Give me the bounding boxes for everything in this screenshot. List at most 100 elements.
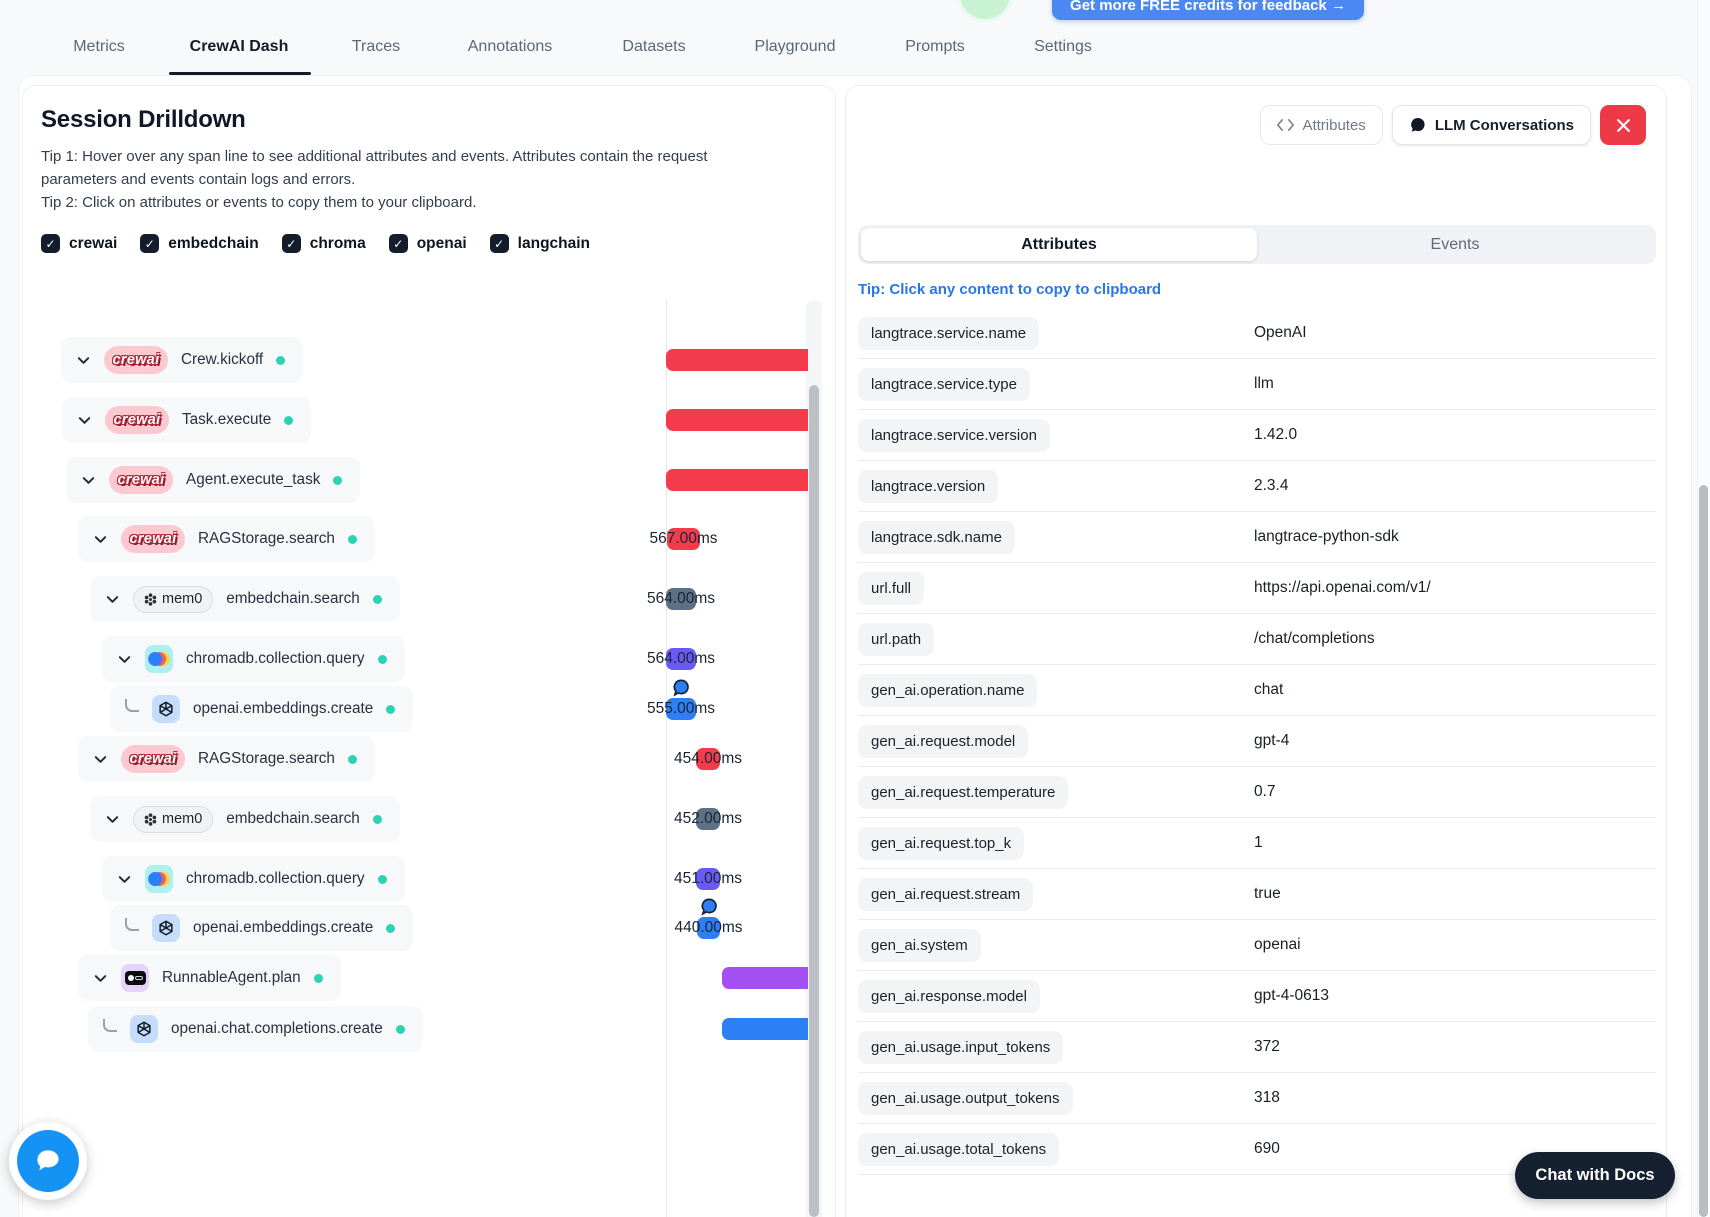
span-row-chromadb-collection-query[interactable]: chromadb.collection.query <box>102 856 405 902</box>
span-row-ragstorage-search[interactable]: crewai RAGStorage.search <box>78 736 375 782</box>
nav-item-playground[interactable]: Playground <box>754 38 836 55</box>
attribute-value[interactable]: langtrace-python-sdk <box>1254 528 1399 545</box>
duration-bar[interactable] <box>722 967 808 989</box>
chevron-down-icon[interactable] <box>117 872 132 887</box>
filter-checkbox-langchain[interactable]: ✓ langchain <box>489 234 590 253</box>
filter-checkbox-embedchain[interactable]: ✓ embedchain <box>140 234 259 253</box>
duration-bar[interactable] <box>696 868 720 890</box>
attribute-value[interactable]: gpt-4-0613 <box>1254 987 1329 1004</box>
attributes-view-button[interactable]: Attributes <box>1260 105 1383 145</box>
attribute-value[interactable]: 1.42.0 <box>1254 426 1298 443</box>
span-row-embedchain-search[interactable]: mem0 embedchain.search <box>90 796 400 842</box>
chevron-down-icon[interactable] <box>93 532 108 547</box>
nav-item-traces[interactable]: Traces <box>351 38 401 55</box>
span-row-ragstorage-search[interactable]: crewai RAGStorage.search <box>78 516 375 562</box>
duration-bar[interactable] <box>666 698 696 720</box>
attribute-value[interactable]: https://api.openai.com/v1/ <box>1254 579 1431 596</box>
tree-scrollbar-thumb[interactable] <box>809 385 819 1217</box>
langchain-parrot-icon <box>124 971 146 985</box>
attribute-value[interactable]: 372 <box>1254 1038 1280 1055</box>
attribute-value[interactable]: /chat/completions <box>1254 630 1375 647</box>
duration-bar[interactable] <box>666 648 696 670</box>
attribute-key[interactable]: gen_ai.usage.total_tokens <box>858 1132 1060 1166</box>
attribute-value[interactable]: chat <box>1254 681 1284 698</box>
attribute-value[interactable]: llm <box>1254 375 1274 392</box>
attribute-key[interactable]: url.path <box>858 622 935 656</box>
tab-attributes[interactable]: Attributes <box>861 228 1257 261</box>
duration-bar[interactable] <box>666 588 696 610</box>
span-row-agent-execute-task[interactable]: crewai Agent.execute_task <box>66 457 361 503</box>
chevron-down-icon[interactable] <box>76 353 91 368</box>
filter-checkbox-openai[interactable]: ✓ openai <box>388 234 467 253</box>
filter-checkbox-crewai[interactable]: ✓ crewai <box>41 234 117 253</box>
chat-widget-launcher[interactable] <box>9 1122 87 1200</box>
attribute-key[interactable]: gen_ai.request.model <box>858 724 1029 758</box>
nav-item-metrics[interactable]: Metrics <box>73 38 125 55</box>
chevron-down-icon[interactable] <box>93 752 108 767</box>
duration-bar[interactable] <box>666 349 808 371</box>
duration-bar[interactable] <box>696 748 720 770</box>
nav-item-annotations[interactable]: Annotations <box>467 38 553 55</box>
llm-conversations-button[interactable]: LLM Conversations <box>1391 105 1591 145</box>
span-row-openai-embeddings-create[interactable]: openai.embeddings.create <box>110 905 414 951</box>
chat-with-docs-button[interactable]: Chat with Docs <box>1515 1152 1675 1199</box>
attribute-row: url.path/chat/completions <box>858 614 1656 665</box>
nav-item-crewai-dash[interactable]: CrewAI Dash <box>189 38 289 55</box>
attribute-value[interactable]: true <box>1254 885 1281 902</box>
chevron-down-icon[interactable] <box>81 473 96 488</box>
attribute-value[interactable]: 318 <box>1254 1089 1280 1106</box>
attribute-value[interactable]: OpenAI <box>1254 324 1307 341</box>
page-scrollbar-thumb[interactable] <box>1699 485 1708 1217</box>
duration-bar[interactable] <box>697 917 720 939</box>
span-row-runnableagent-plan[interactable]: RunnableAgent.plan <box>78 955 341 1001</box>
attribute-value[interactable]: 690 <box>1254 1140 1280 1157</box>
attribute-key[interactable]: gen_ai.request.temperature <box>858 775 1069 809</box>
chevron-down-icon[interactable] <box>105 812 120 827</box>
attribute-key[interactable]: langtrace.service.version <box>858 418 1050 452</box>
attribute-value[interactable]: 1 <box>1254 834 1263 851</box>
free-credits-button[interactable]: Get more FREE credits for feedback → <box>1052 0 1364 20</box>
attribute-key[interactable]: langtrace.service.name <box>858 316 1040 350</box>
filter-checkbox-chroma[interactable]: ✓ chroma <box>281 234 366 253</box>
attribute-key[interactable]: gen_ai.system <box>858 928 981 962</box>
copy-tip[interactable]: Tip: Click any content to copy to clipbo… <box>858 281 1162 298</box>
duration-bar[interactable] <box>722 1018 808 1040</box>
nav-item-datasets[interactable]: Datasets <box>622 38 686 55</box>
attribute-key[interactable]: langtrace.sdk.name <box>858 520 1015 554</box>
attribute-key[interactable]: langtrace.service.type <box>858 367 1030 401</box>
close-button[interactable] <box>1600 105 1646 145</box>
span-row-crew-kickoff[interactable]: crewai Crew.kickoff <box>61 337 304 383</box>
chevron-down-icon[interactable] <box>117 652 132 667</box>
attribute-key[interactable]: gen_ai.request.stream <box>858 877 1034 911</box>
chevron-down-icon[interactable] <box>105 592 120 607</box>
span-row-task-execute[interactable]: crewai Task.execute <box>62 397 312 443</box>
tab-events[interactable]: Events <box>1430 235 1480 253</box>
duration-bar[interactable] <box>666 469 808 491</box>
child-connector-icon <box>103 1019 117 1032</box>
duration-bar[interactable] <box>696 808 720 830</box>
duration-bar[interactable] <box>666 409 808 431</box>
attribute-key[interactable]: gen_ai.usage.output_tokens <box>858 1081 1073 1115</box>
span-row-chromadb-collection-query[interactable]: chromadb.collection.query <box>102 636 405 682</box>
span-row-openai-embeddings-create[interactable]: openai.embeddings.create <box>110 686 414 732</box>
attribute-value[interactable]: 2.3.4 <box>1254 477 1289 494</box>
span-row-openai-chat-completions-create[interactable]: openai.chat.completions.create <box>88 1006 423 1052</box>
user-avatar[interactable] <box>957 0 1013 22</box>
attribute-key[interactable]: gen_ai.response.model <box>858 979 1040 1013</box>
attribute-key[interactable]: gen_ai.request.top_k <box>858 826 1025 860</box>
nav-item-settings[interactable]: Settings <box>1034 38 1092 55</box>
attribute-key[interactable]: gen_ai.operation.name <box>858 673 1038 707</box>
attribute-key[interactable]: url.full <box>858 571 925 605</box>
attribute-value[interactable]: 0.7 <box>1254 783 1276 800</box>
attribute-value[interactable]: gpt-4 <box>1254 732 1290 749</box>
attribute-key[interactable]: langtrace.version <box>858 469 999 503</box>
attribute-value[interactable]: openai <box>1254 936 1301 953</box>
attribute-key[interactable]: gen_ai.usage.input_tokens <box>858 1030 1064 1064</box>
chevron-down-icon[interactable] <box>77 413 92 428</box>
span-row-embedchain-search[interactable]: mem0 embedchain.search <box>90 576 400 622</box>
chevron-down-icon[interactable] <box>93 971 108 986</box>
nav-item-prompts[interactable]: Prompts <box>905 38 965 55</box>
attribute-row: langtrace.sdk.name langtrace-python-sdk <box>858 512 1656 563</box>
duration-bar[interactable] <box>667 528 700 550</box>
